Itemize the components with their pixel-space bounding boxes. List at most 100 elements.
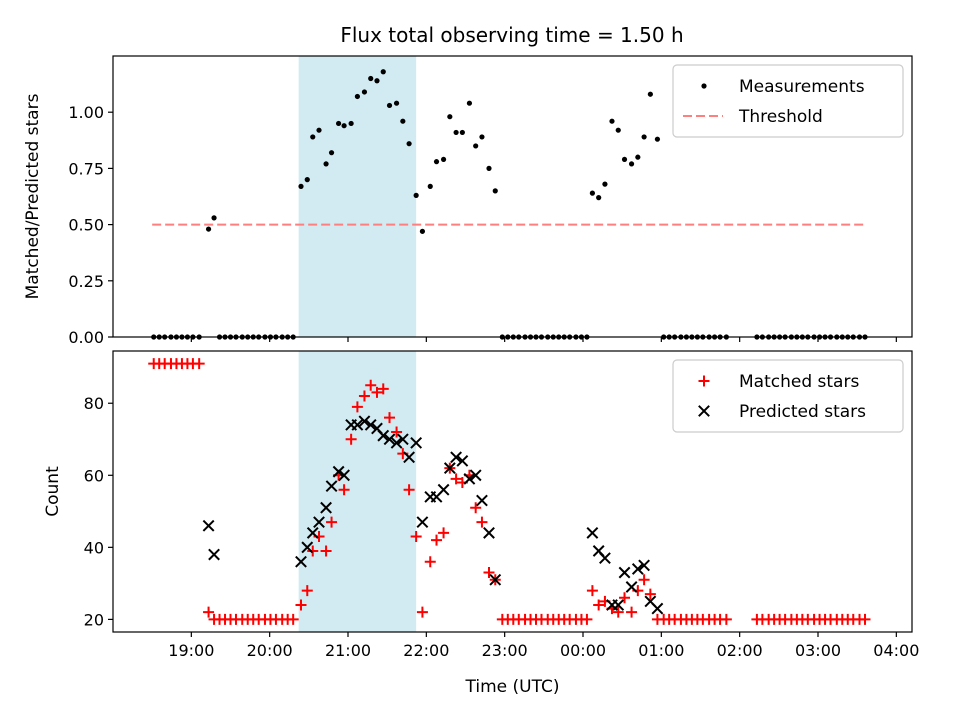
matched-stars-marker bbox=[431, 534, 443, 546]
count-panel-y-axis-label: Count bbox=[43, 466, 63, 517]
legend-measurements-swatch bbox=[701, 83, 707, 89]
x-tick-label: 04:00 bbox=[873, 641, 919, 660]
predicted-stars-marker bbox=[390, 436, 403, 449]
figure-title: Flux total observing time = 1.50 h bbox=[340, 23, 683, 47]
matched-stars-marker bbox=[301, 585, 313, 597]
predicted-stars-marker bbox=[313, 516, 325, 529]
predicted-stars-marker bbox=[351, 418, 364, 431]
predicted-stars-marker bbox=[489, 573, 502, 586]
matched-stars-marker bbox=[384, 412, 396, 424]
axes-frame bbox=[112, 55, 913, 338]
x-tick-label: 20:00 bbox=[247, 641, 293, 660]
measurements-point bbox=[205, 226, 212, 232]
measurements-point bbox=[211, 215, 217, 221]
y-tick-label: 80 bbox=[84, 394, 104, 413]
x-tick-label: 03:00 bbox=[795, 641, 841, 660]
measurements-point bbox=[298, 183, 304, 189]
matched-stars-marker bbox=[612, 606, 624, 618]
axes-frame bbox=[112, 350, 913, 633]
measurements-point bbox=[323, 161, 329, 167]
matched-stars-marker bbox=[416, 606, 428, 618]
measurements-point bbox=[354, 93, 360, 100]
measurements-point bbox=[328, 150, 335, 156]
matched-stars-marker bbox=[720, 613, 732, 625]
measurements-point bbox=[419, 228, 426, 234]
matched-stars-marker bbox=[424, 556, 436, 568]
legend-measurements-label: Measurements bbox=[739, 77, 865, 97]
x-tick-label: 19:00 bbox=[168, 641, 214, 660]
count-panel-marks bbox=[148, 358, 871, 625]
measurements-point bbox=[393, 100, 400, 106]
measurements-point bbox=[453, 129, 459, 136]
matched-stars-marker bbox=[638, 574, 650, 586]
predicted-stars-marker bbox=[325, 480, 338, 493]
y-tick-label: 0.00 bbox=[68, 328, 104, 347]
predicted-stars-marker bbox=[625, 581, 638, 593]
measurements-point bbox=[459, 129, 465, 136]
measurements-point bbox=[621, 156, 628, 163]
y-tick-label: 1.00 bbox=[68, 103, 104, 122]
predicted-stars-marker bbox=[364, 418, 377, 431]
x-tick-label: 22:00 bbox=[403, 641, 449, 660]
predicted-stars-marker bbox=[416, 516, 429, 529]
matched-stars-marker bbox=[345, 433, 357, 445]
y-tick-label: 60 bbox=[84, 466, 104, 485]
matched-stars-marker bbox=[593, 599, 605, 611]
matched-stars-marker bbox=[377, 383, 389, 395]
matched-stars-marker bbox=[644, 588, 656, 600]
matched-stars-marker bbox=[410, 531, 422, 543]
matched-stars-marker bbox=[859, 613, 871, 625]
predicted-stars-marker bbox=[377, 429, 390, 442]
measurements-point bbox=[609, 118, 615, 124]
predicted-stars-marker bbox=[301, 541, 314, 554]
y-tick-label: 40 bbox=[84, 538, 104, 557]
measurements-point bbox=[361, 89, 368, 95]
measurements-point bbox=[641, 134, 647, 140]
predicted-stars-marker bbox=[443, 462, 456, 474]
count-panel: 20 40 60 80 19:00 20:00 21:00 22:00 23:00 00:00 01… bbox=[43, 350, 919, 697]
predicted-stars-marker bbox=[599, 552, 611, 565]
measurements-point bbox=[336, 120, 342, 127]
legend-box bbox=[672, 64, 904, 138]
matched-stars-marker bbox=[483, 567, 495, 579]
predicted-stars-marker bbox=[437, 483, 450, 496]
x-tick-label: 21:00 bbox=[325, 641, 371, 660]
ratio-panel-y-axis-label: Matched/Predicted stars bbox=[23, 93, 43, 299]
measurements-point bbox=[486, 165, 492, 171]
legend-matched-stars-swatch bbox=[698, 375, 710, 387]
predicted-stars-marker bbox=[338, 469, 350, 482]
measurements-point bbox=[348, 120, 354, 127]
matched-stars-marker bbox=[307, 545, 319, 557]
legend-matched-stars-label: Matched stars bbox=[739, 372, 859, 392]
measurements-point bbox=[413, 192, 419, 198]
predicted-stars-marker bbox=[403, 451, 416, 464]
predicted-stars-marker bbox=[450, 451, 463, 464]
measurements-point bbox=[304, 177, 310, 183]
y-tick-label: 0.25 bbox=[68, 272, 104, 291]
predicted-stars-marker bbox=[612, 599, 625, 611]
predicted-stars-marker bbox=[476, 494, 488, 507]
measurements-point bbox=[615, 127, 621, 133]
count-panel-x-axis-label: Time (UTC) bbox=[465, 677, 560, 697]
predicted-stars-marker bbox=[383, 433, 396, 446]
matched-stars-marker bbox=[391, 426, 403, 438]
measurements-point bbox=[447, 114, 453, 120]
measurements-point bbox=[654, 136, 661, 142]
matched-stars-marker bbox=[193, 358, 205, 370]
predicted-stars-marker bbox=[469, 469, 482, 482]
predicted-stars-marker bbox=[358, 415, 371, 428]
measurements-point bbox=[473, 143, 479, 149]
x-tick-label: 00:00 bbox=[560, 641, 606, 660]
count-panel-legend: Matched stars Predicted stars bbox=[672, 359, 904, 433]
measurements-point bbox=[368, 75, 374, 82]
matched-stars-marker bbox=[338, 484, 350, 496]
predicted-stars-marker bbox=[306, 527, 319, 539]
measurements-point bbox=[479, 134, 485, 140]
x-tick-label: 01:00 bbox=[638, 641, 684, 660]
matched-stars-marker bbox=[626, 606, 638, 618]
measurements-point bbox=[635, 154, 641, 160]
matched-stars-marker bbox=[450, 473, 462, 485]
predicted-stars-marker bbox=[651, 602, 664, 615]
matched-stars-marker bbox=[295, 599, 307, 611]
predicted-stars-marker bbox=[320, 501, 332, 514]
